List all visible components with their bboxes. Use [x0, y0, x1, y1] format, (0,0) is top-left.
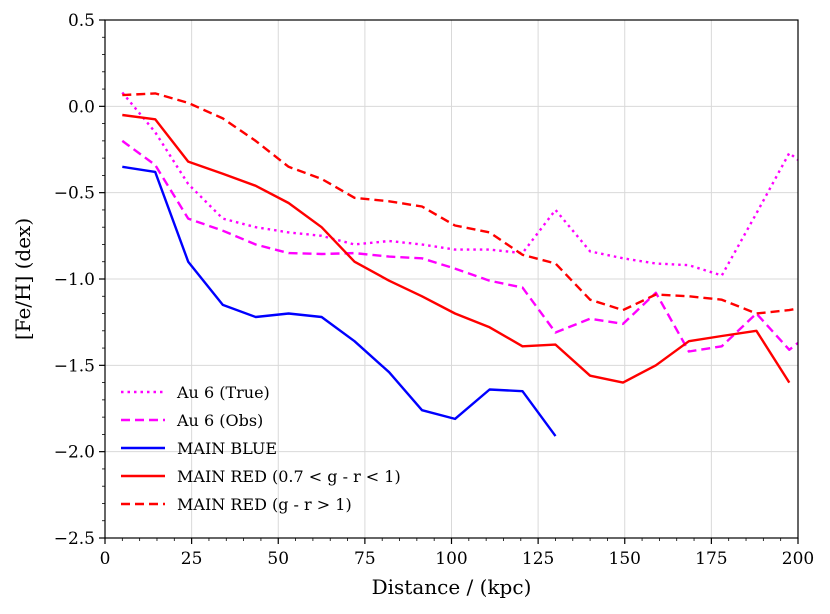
legend-label: Au 6 (Obs)	[176, 411, 263, 430]
series-line-main-blue	[122, 165, 557, 437]
y-axis-label: [Fe/H] (dex)	[11, 218, 35, 340]
axis-ticks: 0 25 50 75 100 125 150 175 200 0.5 0.0 −0.5 −1.0 −1.5…	[54, 11, 815, 569]
x-tick-label: 100	[435, 549, 467, 569]
grid-lines	[104, 19, 799, 539]
x-tick-label: 50	[267, 549, 289, 569]
x-tick-label: 150	[609, 549, 641, 569]
y-tick-label: −2.0	[54, 443, 95, 463]
x-tick-label: 75	[354, 549, 376, 569]
x-tick-label: 125	[522, 549, 554, 569]
x-tick-label: 0	[100, 549, 111, 569]
x-tick-label: 175	[695, 549, 727, 569]
y-tick-label: −0.5	[54, 184, 95, 204]
y-tick-label: −1.0	[54, 270, 95, 290]
legend-label: Au 6 (True)	[176, 383, 270, 402]
y-tick-label: −2.5	[54, 529, 95, 549]
series-line-au-6-obs	[121, 139, 798, 353]
series-line-au-6-true	[121, 91, 798, 277]
x-tick-label: 200	[782, 549, 814, 569]
x-tick-label: 25	[181, 549, 203, 569]
series-line-main-red-0-7-g-r-1	[122, 113, 791, 384]
legend-label: MAIN RED (g - r > 1)	[177, 495, 352, 514]
series-layer	[121, 91, 798, 437]
legend-label: MAIN BLUE	[177, 439, 277, 458]
legend: Au 6 (True) Au 6 (Obs) MAIN BLUE MAIN RED (…	[121, 383, 401, 514]
series-line-main-red-g-r-1	[122, 92, 798, 315]
minor-ticks	[102, 36, 782, 541]
legend-label: MAIN RED (0.7 < g - r < 1)	[177, 467, 401, 486]
y-tick-label: 0.5	[68, 11, 95, 31]
y-tick-label: −1.5	[54, 356, 95, 376]
x-axis-label: Distance / (kpc)	[372, 575, 532, 599]
y-tick-label: 0.0	[68, 97, 95, 117]
